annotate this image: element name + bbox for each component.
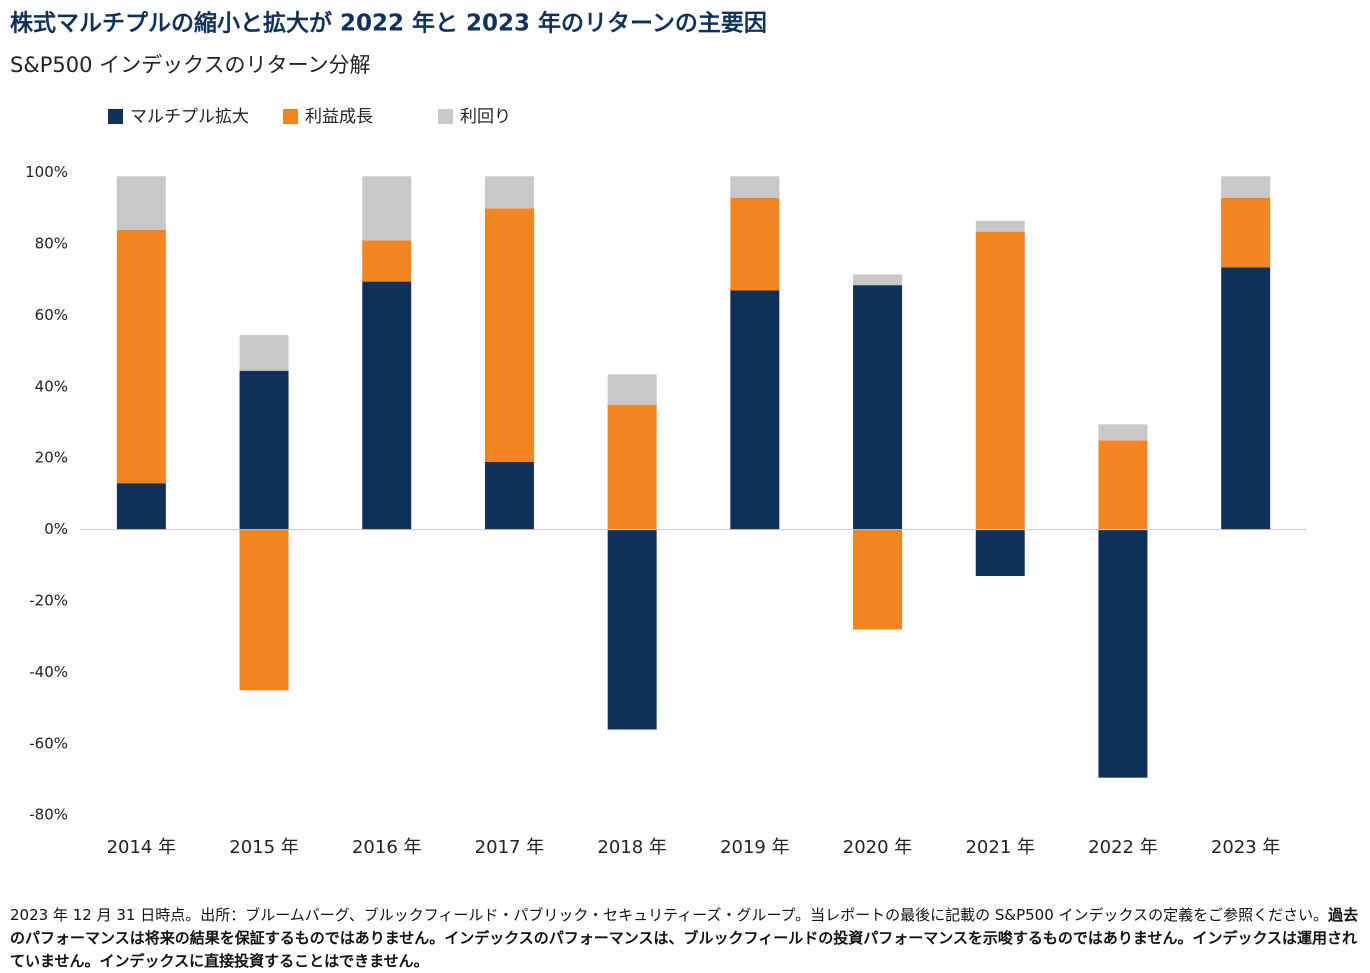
chart-title: 株式マルチプルの縮小と拡大が 2022 年と 2023 年のリターンの主要因 bbox=[10, 10, 767, 37]
x-tick-label: 2016 年 bbox=[352, 837, 422, 858]
bar-segment bbox=[853, 285, 903, 530]
chart: 株式マルチプルの縮小と拡大が 2022 年と 2023 年のリターンの主要因 S… bbox=[10, 10, 1307, 858]
y-tick-label: -80% bbox=[29, 806, 68, 824]
bar-segment bbox=[607, 529, 657, 730]
bar-segment bbox=[116, 229, 166, 484]
bar-segment bbox=[239, 370, 289, 530]
bar-segment bbox=[1221, 176, 1271, 198]
legend-label: マルチプル拡大 bbox=[130, 107, 249, 127]
x-tick-label: 2018 年 bbox=[597, 837, 667, 858]
y-tick-label: 20% bbox=[35, 449, 68, 467]
bar-segment bbox=[484, 461, 534, 530]
y-tick-label: 100% bbox=[25, 163, 68, 181]
bar-segment bbox=[484, 176, 534, 209]
bar-segment bbox=[853, 274, 903, 286]
x-tick-label: 2020 年 bbox=[843, 837, 913, 858]
bar-segment bbox=[975, 220, 1025, 232]
footnote-text: 2023 年 12 月 31 日時点。出所：ブルームバーグ、ブルックフィールド・… bbox=[10, 906, 1329, 924]
x-tick-label: 2022 年 bbox=[1088, 837, 1158, 858]
y-tick-label: 80% bbox=[35, 235, 68, 253]
legend-swatch bbox=[438, 109, 453, 124]
legend-label: 利益成長 bbox=[305, 107, 373, 127]
y-tick-label: -40% bbox=[29, 663, 68, 681]
bar-segment bbox=[975, 231, 1025, 530]
bar-segment bbox=[607, 404, 657, 530]
bar-segment bbox=[1098, 424, 1148, 441]
bar-segment bbox=[730, 176, 780, 198]
bar-segment bbox=[239, 335, 289, 371]
footnote: 2023 年 12 月 31 日時点。出所：ブルームバーグ、ブルックフィールド・… bbox=[10, 904, 1362, 973]
y-tick-label: -60% bbox=[29, 734, 68, 752]
bar-segment bbox=[975, 529, 1025, 577]
x-tick-label: 2023 年 bbox=[1211, 837, 1281, 858]
x-tick-label: 2017 年 bbox=[475, 837, 545, 858]
x-tick-label: 2015 年 bbox=[229, 837, 299, 858]
bar-segment bbox=[853, 529, 903, 630]
bar-segment bbox=[116, 176, 166, 230]
y-tick-label: 40% bbox=[35, 377, 68, 395]
bar-segment bbox=[730, 197, 780, 291]
bar-segment bbox=[1098, 529, 1148, 778]
bar-segment bbox=[239, 529, 289, 691]
bar-segment bbox=[1221, 267, 1271, 530]
bar-segment bbox=[730, 290, 780, 530]
legend-swatch bbox=[283, 109, 298, 124]
legend-label: 利回り bbox=[460, 107, 511, 127]
footnote-bold: 過去のパフォーマンスは将来の結果を保証するものではありません。インデックスのパフ… bbox=[10, 906, 1359, 970]
y-tick-label: 0% bbox=[44, 520, 68, 538]
bar-segment bbox=[362, 281, 412, 530]
bar-segment bbox=[362, 176, 412, 241]
bar-segment bbox=[116, 483, 166, 530]
x-tick-label: 2014 年 bbox=[107, 837, 177, 858]
x-tick-label: 2021 年 bbox=[965, 837, 1035, 858]
legend-swatch bbox=[108, 109, 123, 124]
bar-segment bbox=[362, 240, 412, 282]
bar-segment bbox=[607, 374, 657, 405]
bar-segment bbox=[484, 208, 534, 462]
y-tick-label: 60% bbox=[35, 306, 68, 324]
x-tick-label: 2019 年 bbox=[720, 837, 790, 858]
bar-segment bbox=[1221, 197, 1271, 268]
bar-segment bbox=[1098, 440, 1148, 530]
chart-subtitle: S&P500 インデックスのリターン分解 bbox=[10, 53, 370, 77]
y-tick-label: -20% bbox=[29, 592, 68, 610]
